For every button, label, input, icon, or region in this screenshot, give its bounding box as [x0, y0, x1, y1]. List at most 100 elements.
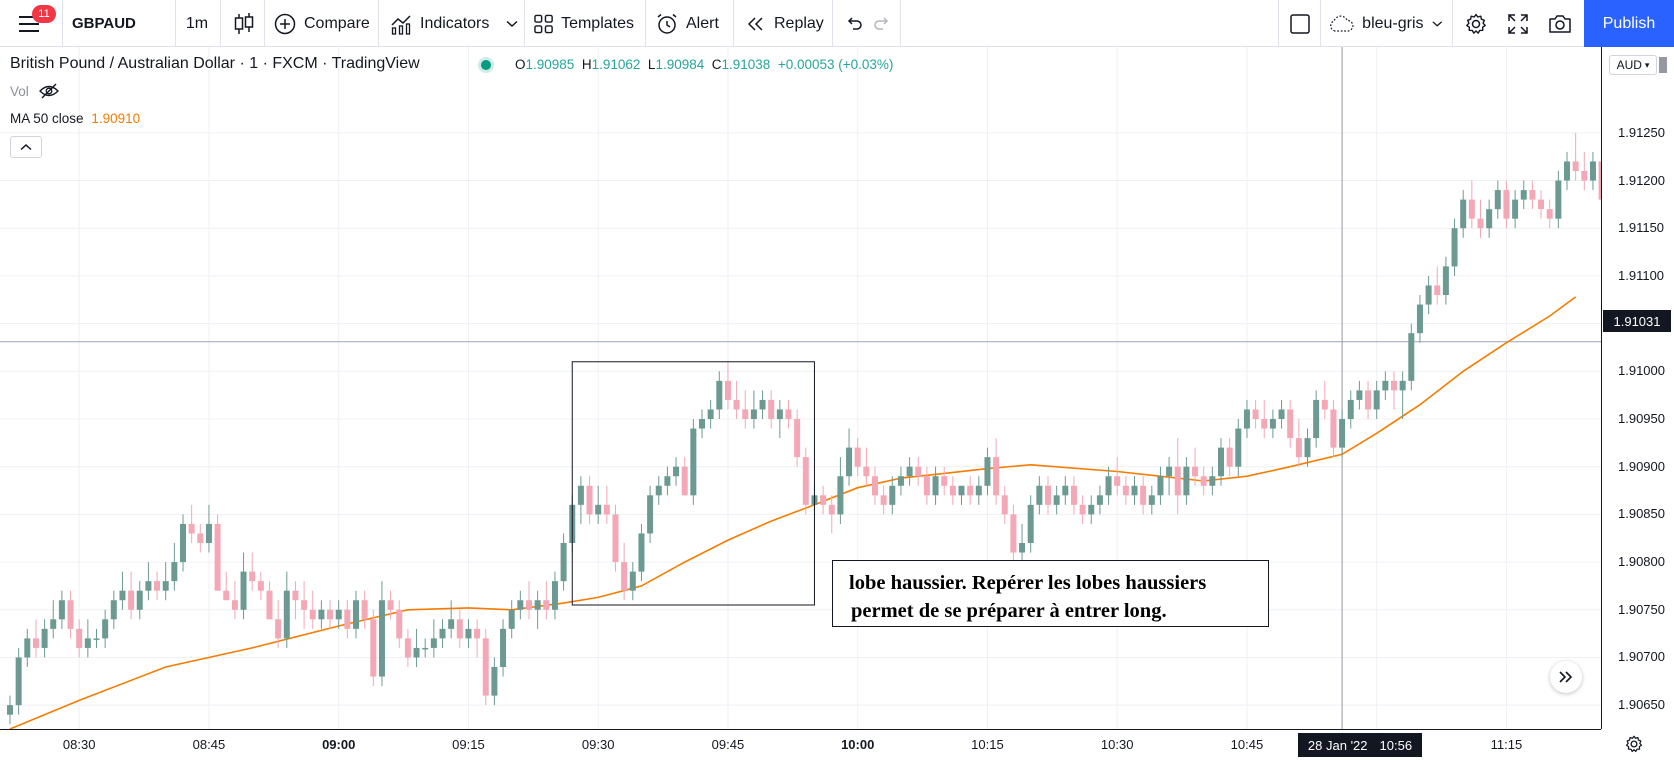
- axis-settings-gear-icon[interactable]: [1625, 735, 1643, 753]
- templates-button[interactable]: Templates: [534, 0, 634, 47]
- eye-hidden-icon[interactable]: [38, 83, 59, 99]
- symbol-title[interactable]: British Pound / Australian Dollar · 1 · …: [10, 55, 420, 72]
- candle-body: [941, 476, 948, 486]
- indicators-dropdown-button[interactable]: [502, 0, 522, 47]
- undo-button[interactable]: [840, 0, 868, 47]
- close-key: C: [711, 57, 722, 72]
- redo-button[interactable]: [868, 0, 896, 47]
- time-tick-label: 10:45: [1230, 737, 1264, 752]
- candle: [1200, 466, 1207, 496]
- candle: [361, 590, 368, 629]
- annotation-rectangle-layer: [571, 361, 815, 606]
- candle-body: [1460, 199, 1467, 229]
- fullscreen-select-button[interactable]: [1280, 0, 1320, 47]
- candle-body: [595, 504, 602, 515]
- candle: [231, 581, 238, 620]
- candle: [1183, 457, 1190, 505]
- interval-label: 1m: [185, 14, 209, 32]
- main-menu-button[interactable]: [12, 0, 48, 47]
- candle-body: [1088, 504, 1095, 515]
- toolbar-divider: [900, 0, 901, 47]
- candle-body: [1494, 190, 1501, 210]
- candle-body: [1486, 209, 1493, 229]
- candle-body: [1243, 409, 1250, 429]
- replay-button[interactable]: Replay: [746, 0, 836, 47]
- indicators-button[interactable]: Indicators: [390, 0, 492, 47]
- scroll-to-realtime-button[interactable]: [1550, 661, 1582, 693]
- candle-body: [846, 447, 853, 477]
- fullscreen-button[interactable]: [1498, 0, 1538, 47]
- candle-body: [655, 485, 662, 496]
- candle-body: [993, 457, 1000, 496]
- undo-icon: [847, 16, 862, 30]
- candle-body: [1166, 466, 1173, 477]
- candle-body: [984, 457, 991, 486]
- chart-type-button[interactable]: [226, 0, 262, 47]
- candle-body: [171, 562, 178, 582]
- ma-line-layer: [9, 296, 1577, 729]
- replay-label: Replay: [774, 14, 824, 32]
- candle: [1339, 409, 1346, 458]
- candle: [1062, 476, 1069, 505]
- annotation-rectangle[interactable]: [571, 361, 815, 606]
- annotation-text-box[interactable]: lobe haussier. Repérer les lobes haussie…: [832, 560, 1269, 627]
- candle: [768, 390, 775, 429]
- candle-body: [1252, 409, 1259, 419]
- candle-body: [1200, 476, 1207, 486]
- toolbar-divider: [832, 0, 833, 47]
- candle: [629, 562, 636, 601]
- candle: [612, 504, 619, 572]
- ma50-line: [9, 296, 1577, 729]
- candle-body: [93, 638, 100, 640]
- hamburger-icon: [19, 15, 39, 32]
- symbol-search-button[interactable]: GBPAUD: [72, 0, 172, 47]
- candle: [1494, 180, 1501, 219]
- settings-button[interactable]: [1454, 0, 1498, 47]
- candle: [439, 619, 446, 648]
- candle-body: [180, 523, 186, 563]
- candle: [15, 647, 22, 715]
- redo-icon: [874, 16, 889, 30]
- alert-button[interactable]: Alert: [656, 0, 736, 47]
- candle: [1218, 438, 1224, 486]
- candle: [223, 571, 230, 601]
- indicators-icon: [391, 14, 411, 35]
- candle-body: [396, 609, 403, 639]
- layout-save-button[interactable]: bleu-gris: [1328, 0, 1442, 47]
- candle: [353, 590, 359, 639]
- collapse-legend-button[interactable]: [10, 136, 42, 158]
- currency-button[interactable]: AUD ▾: [1609, 55, 1657, 75]
- publish-button[interactable]: Publish: [1584, 0, 1674, 47]
- currency-label: AUD: [1616, 58, 1642, 72]
- compare-button[interactable]: Compare: [274, 0, 374, 47]
- price-axis[interactable]: 1.912501.912001.911501.911001.910501.910…: [1601, 47, 1674, 729]
- price-chart[interactable]: [0, 47, 1601, 729]
- candle: [1053, 485, 1060, 515]
- candle: [517, 590, 524, 620]
- toolbar-divider: [1278, 0, 1279, 47]
- candle: [465, 619, 472, 648]
- price-tick-label: 1.91150: [1618, 220, 1665, 236]
- volume-legend[interactable]: Vol: [10, 83, 59, 99]
- candle-body: [41, 628, 48, 648]
- toolbar-divider: [1452, 0, 1453, 47]
- candle: [1010, 504, 1017, 563]
- chevron-down-icon: [1431, 20, 1442, 27]
- candle: [534, 590, 541, 629]
- candle-body: [1520, 190, 1527, 200]
- candle: [1564, 151, 1570, 191]
- candle: [110, 590, 117, 629]
- chart-pane[interactable]: [0, 47, 1601, 729]
- candle: [1131, 476, 1138, 505]
- candle: [1416, 295, 1423, 343]
- candle: [1520, 180, 1527, 210]
- snapshot-button[interactable]: [1540, 0, 1580, 47]
- candle: [387, 590, 394, 620]
- candle-body: [422, 647, 429, 650]
- candle: [1045, 476, 1051, 515]
- candle-body: [439, 628, 446, 639]
- candle-body: [828, 504, 835, 515]
- interval-button[interactable]: 1m: [176, 0, 218, 47]
- candle: [24, 628, 31, 667]
- ma-legend[interactable]: MA 50 close 1.90910: [10, 111, 140, 126]
